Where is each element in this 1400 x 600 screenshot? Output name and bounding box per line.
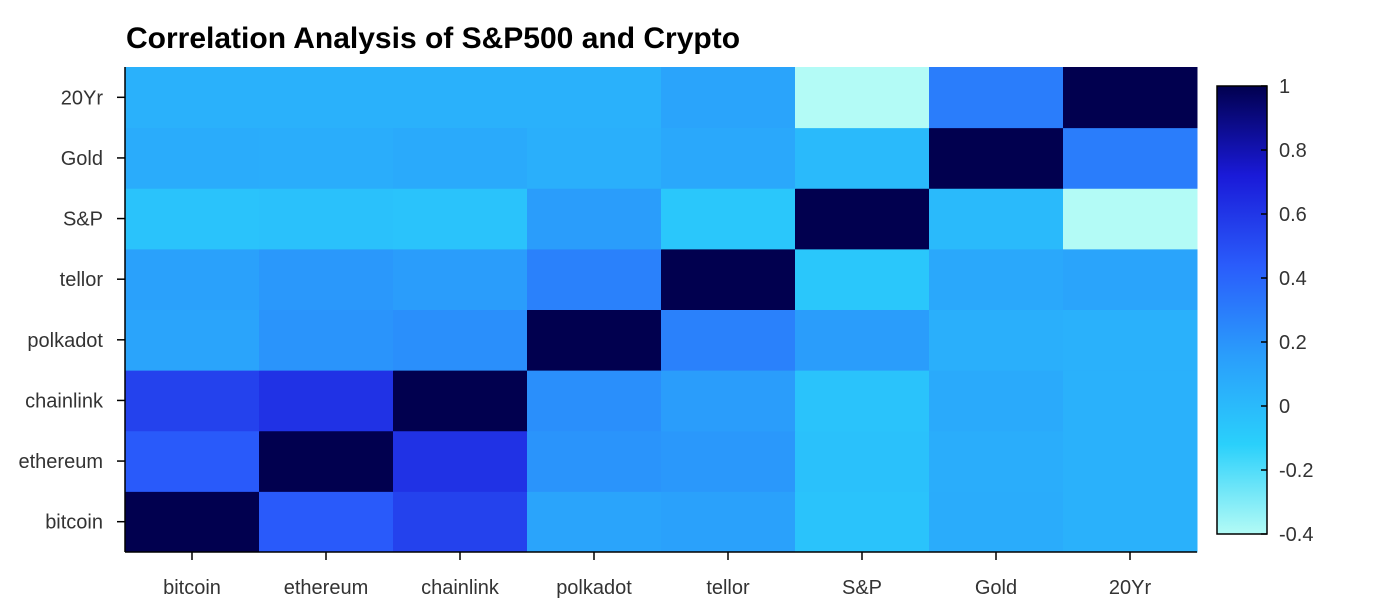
heatmap-cell	[795, 67, 930, 129]
heatmap-cell	[393, 370, 528, 432]
heatmap-cell	[527, 309, 662, 371]
heatmap-cell	[1063, 248, 1198, 310]
heatmap-cell	[527, 370, 662, 432]
heatmap-cell	[527, 248, 662, 310]
y-tick-label: Gold	[61, 148, 103, 170]
heatmap-cell	[527, 430, 662, 492]
heatmap-cell	[929, 309, 1064, 371]
heatmap-cell	[661, 491, 796, 553]
colorbar-tick-label: 1	[1279, 76, 1290, 98]
heatmap-cell	[393, 430, 528, 492]
heatmap-cell	[393, 67, 528, 129]
heatmap-cell	[929, 370, 1064, 432]
heatmap-cell	[259, 188, 394, 250]
y-tick-label: S&P	[63, 209, 103, 231]
heatmap-cell	[125, 430, 260, 492]
heatmap-cell	[661, 309, 796, 371]
x-tick-label: S&P	[842, 577, 882, 599]
heatmap-cell	[393, 491, 528, 553]
heatmap-cell	[527, 127, 662, 189]
x-tick-label: bitcoin	[163, 577, 221, 599]
heatmap-cell	[259, 67, 394, 129]
colorbar-gradient	[1216, 85, 1268, 535]
heatmap-cell	[929, 430, 1064, 492]
colorbar-tick-label: -0.2	[1279, 460, 1313, 482]
colorbar: 1 0.8 0.6 0.4 0.2 0 -0.2 -0.4	[1216, 76, 1313, 546]
heatmap-cell	[1063, 309, 1198, 371]
heatmap-cell	[393, 309, 528, 371]
colorbar-tick-label: 0	[1279, 396, 1290, 418]
chart-title: Correlation Analysis of S&P500 and Crypt…	[126, 22, 740, 55]
heatmap-cell	[929, 188, 1064, 250]
x-tick-label: tellor	[706, 577, 750, 599]
y-tick-label: polkadot	[27, 330, 103, 352]
heatmap-cell	[125, 67, 260, 129]
colorbar-tick-label: 0.4	[1279, 268, 1307, 290]
heatmap-cell	[259, 370, 394, 432]
heatmap-cell	[125, 188, 260, 250]
heatmap-cell	[1063, 127, 1198, 189]
heatmap-cell	[393, 127, 528, 189]
heatmap-cell	[661, 188, 796, 250]
heatmap-cell	[1063, 188, 1198, 250]
heatmap-cell	[527, 491, 662, 553]
colorbar-tick-label: -0.4	[1279, 524, 1313, 546]
heatmap-cell	[125, 491, 260, 553]
heatmap-cell	[929, 127, 1064, 189]
heatmap-cell	[661, 248, 796, 310]
heatmap-cell	[929, 67, 1064, 129]
heatmap-cell	[125, 309, 260, 371]
y-tick-label: ethereum	[19, 451, 104, 473]
heatmap-cell	[125, 127, 260, 189]
heatmap-cell	[929, 248, 1064, 310]
heatmap-cell	[125, 370, 260, 432]
heatmap-cell	[661, 430, 796, 492]
y-tick-label: tellor	[60, 269, 104, 291]
heatmap-cell	[795, 430, 930, 492]
heatmap-cell	[1063, 370, 1198, 432]
y-tick-label: bitcoin	[45, 512, 103, 534]
x-tick-label: chainlink	[421, 577, 500, 599]
heatmap-cells	[125, 67, 1198, 553]
heatmap-cell	[795, 127, 930, 189]
heatmap-cell	[661, 67, 796, 129]
heatmap-cell	[393, 248, 528, 310]
heatmap-cell	[393, 188, 528, 250]
heatmap-cell	[259, 127, 394, 189]
heatmap-cell	[661, 370, 796, 432]
colorbar-tick-label: 0.2	[1279, 332, 1307, 354]
heatmap-cell	[795, 370, 930, 432]
heatmap-cell	[259, 430, 394, 492]
heatmap-cell	[125, 248, 260, 310]
heatmap-cell	[661, 127, 796, 189]
heatmap-cell	[1063, 430, 1198, 492]
heatmap-cell	[795, 309, 930, 371]
x-tick-label: ethereum	[284, 577, 369, 599]
heatmap-cell	[259, 248, 394, 310]
axes: bitcoin ethereum chainlink polkadot tellor S&…	[19, 67, 1197, 599]
colorbar-tick-label: 0.6	[1279, 204, 1307, 226]
y-tick-label: 20Yr	[61, 87, 104, 109]
heatmap-cell	[259, 491, 394, 553]
heatmap-cell	[795, 188, 930, 250]
heatmap-cell	[527, 188, 662, 250]
colorbar-tick-label: 0.8	[1279, 140, 1307, 162]
heatmap-cell	[795, 248, 930, 310]
y-tick-label: chainlink	[25, 390, 104, 412]
heatmap-cell	[795, 491, 930, 553]
heatmap-cell	[1063, 491, 1198, 553]
x-tick-label: 20Yr	[1109, 577, 1152, 599]
heatmap-cell	[1063, 67, 1198, 129]
x-tick-label: Gold	[975, 577, 1017, 599]
heatmap-cell	[259, 309, 394, 371]
heatmap-cell	[929, 491, 1064, 553]
x-tick-label: polkadot	[556, 577, 632, 599]
heatmap-cell	[527, 67, 662, 129]
